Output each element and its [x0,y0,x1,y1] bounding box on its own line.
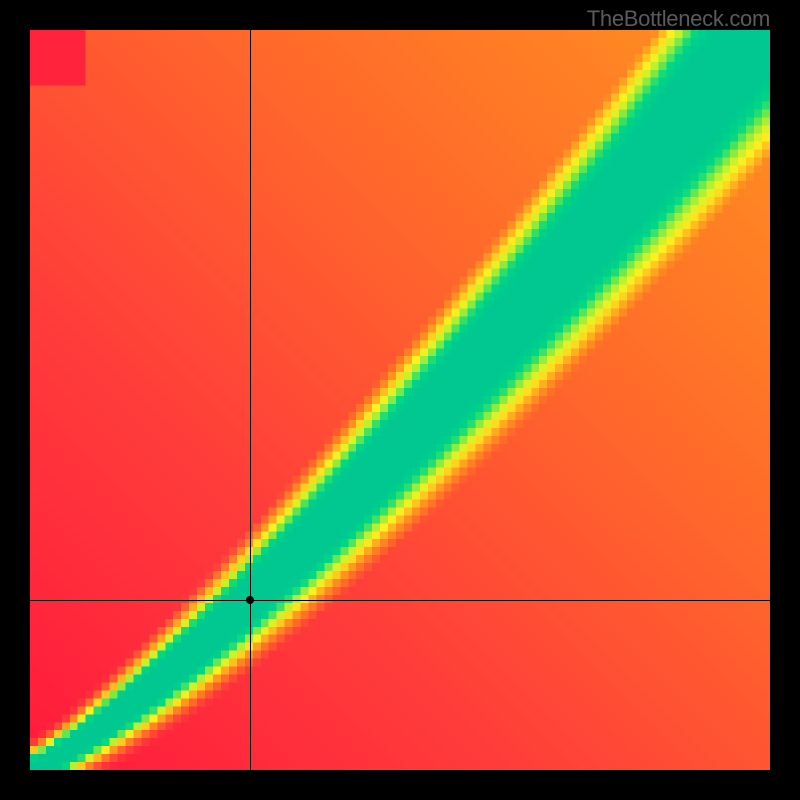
watermark-text: TheBottleneck.com [587,6,770,32]
crosshair-marker-dot [246,596,254,604]
crosshair-vertical [250,30,251,770]
heatmap-plot [30,30,770,770]
crosshair-horizontal [30,600,770,601]
heatmap-canvas [30,30,770,770]
